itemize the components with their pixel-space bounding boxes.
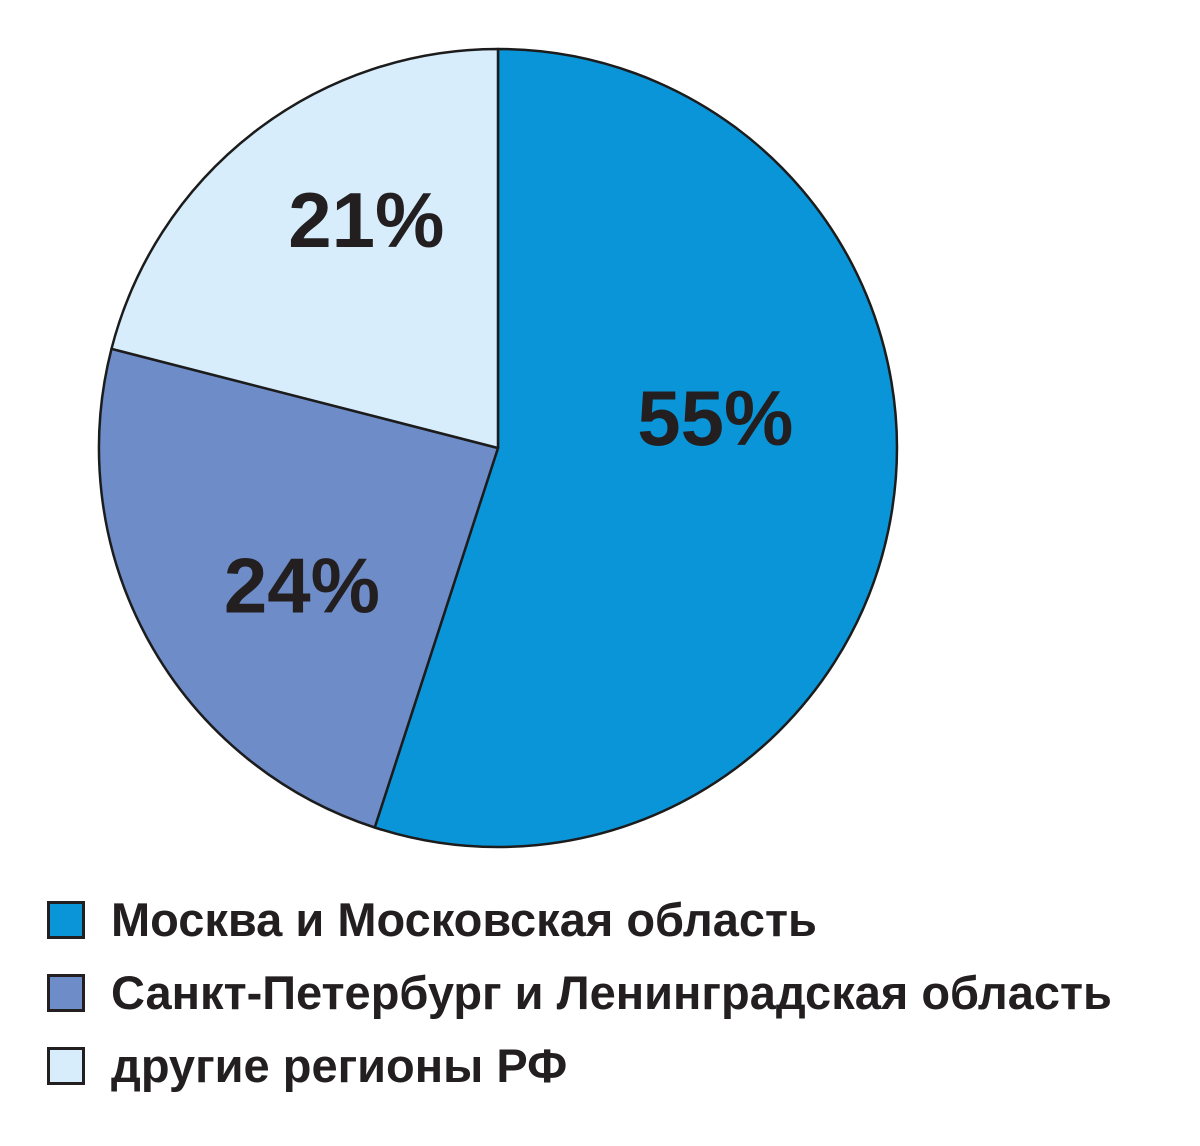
slice-percvalue-label: 21% [288, 176, 444, 264]
slice-percvalue-label: 55% [637, 374, 793, 462]
legend-item: другие регионы РФ [47, 1029, 1112, 1102]
legend-label-spb: Санкт-Петербург и Ленинградская область [111, 966, 1112, 1019]
legend-swatch-moscow [47, 900, 85, 939]
pie-slice-1 [373, 47, 899, 849]
legend-swatch-spb [47, 973, 85, 1012]
legend-label-other-regions: другие регионы РФ [111, 1039, 568, 1092]
pie-chart: 55% 24% 21% [97, 47, 899, 849]
slice-percvalue-label: 24% [224, 542, 380, 630]
chart-legend: Москва и Московская область Санкт-Петерб… [47, 883, 1112, 1102]
pie-slices [97, 47, 899, 849]
pie-slice-3 [110, 47, 500, 450]
legend-swatch-other-regions [47, 1046, 85, 1085]
pie-labels: 55% 24% 21% [224, 176, 794, 629]
legend-label-moscow: Москва и Московская область [111, 893, 817, 946]
pie-slice-2 [97, 347, 500, 829]
legend-item: Москва и Московская область [47, 883, 1112, 956]
legend-item: Санкт-Петербург и Ленинградская область [47, 956, 1112, 1029]
